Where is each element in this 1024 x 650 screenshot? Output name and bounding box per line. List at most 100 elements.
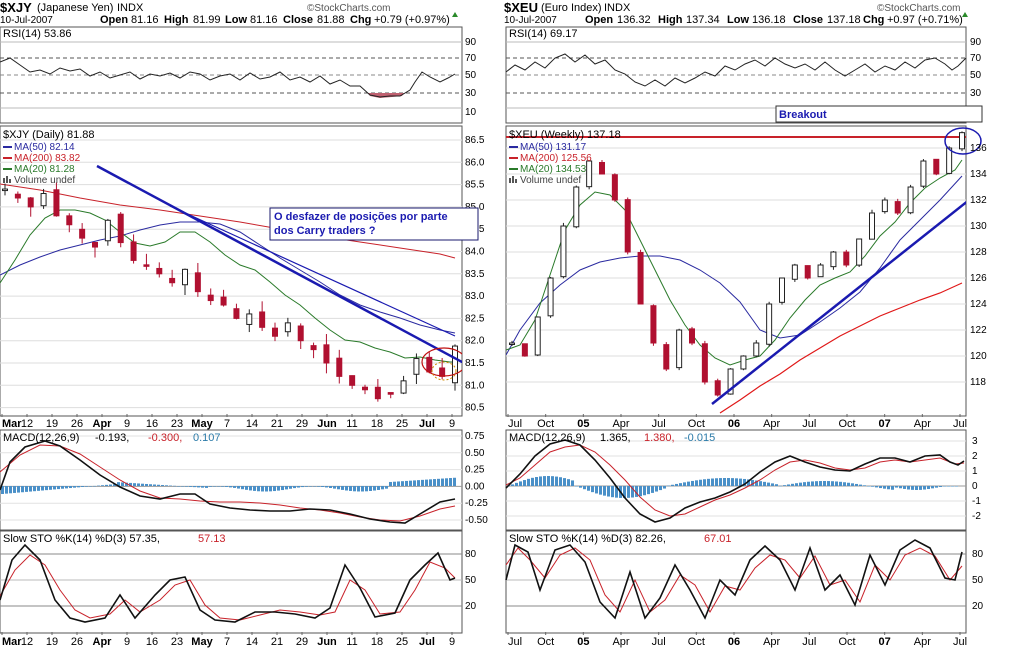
- macd-histogram-bar: [433, 479, 436, 486]
- macd-histogram-bar: [205, 486, 208, 488]
- candle: [920, 160, 927, 187]
- macd-histogram-bar: [903, 486, 906, 489]
- macd-histogram-bar: [871, 486, 874, 487]
- candle: [933, 158, 940, 175]
- price-tick-label: 122: [970, 325, 987, 336]
- x-tick-label: 9: [124, 418, 130, 430]
- macd-histogram-bar: [401, 481, 404, 486]
- macd-histogram-bar: [349, 486, 352, 491]
- macd-histogram-bar: [81, 486, 84, 487]
- x-tick-label: Oct: [688, 418, 705, 430]
- right-x-axis: Jul Oct 05 Apr Jul Oct 06 Apr Jul Oct 07 Apr Jul: [507, 414, 967, 430]
- left-sto-v2: 57.13: [198, 533, 226, 545]
- macd-histogram-bar: [301, 486, 304, 488]
- candle: [779, 277, 785, 303]
- macd-histogram-bar: [875, 486, 878, 488]
- macd-histogram-bar: [1, 486, 4, 494]
- x-tick-label: 26: [71, 418, 83, 430]
- macd-histogram-bar: [321, 486, 324, 487]
- macd-histogram-bar: [377, 486, 380, 490]
- macd-histogram-bar: [867, 486, 870, 487]
- x-tick-label: 19: [46, 418, 58, 430]
- macd-histogram-bar: [369, 486, 372, 491]
- candle: [92, 241, 98, 248]
- macd-histogram-bar: [341, 486, 344, 490]
- x-tick-label: Jul: [508, 636, 522, 648]
- candle: [611, 174, 618, 201]
- right-macd-v1: 1.365,: [600, 432, 631, 444]
- volume-icon: [3, 176, 11, 183]
- price-tick-label: 85.5: [465, 180, 485, 191]
- candle: [143, 264, 150, 267]
- right-chg: +0.97 (+0.71%): [887, 14, 963, 26]
- macd-histogram-bar: [951, 486, 954, 487]
- macd-histogram-bar: [763, 481, 766, 486]
- up-arrow-icon: [452, 12, 458, 17]
- rsi-tick: 30: [465, 88, 477, 99]
- macd-histogram-bar: [787, 484, 790, 486]
- macd-tick-label: -0.50: [465, 515, 488, 526]
- left-sto-panel: [0, 530, 463, 634]
- macd-histogram-bar: [261, 486, 264, 492]
- macd-histogram-bar: [33, 486, 36, 492]
- x-tick-label: 29: [296, 636, 308, 648]
- candle: [534, 316, 541, 356]
- right-high: 137.34: [686, 14, 720, 26]
- candle: [207, 294, 214, 302]
- left-low-label: Low: [225, 14, 247, 26]
- macd-histogram-bar: [623, 486, 626, 498]
- macd-histogram-bar: [157, 484, 160, 486]
- candle: [426, 356, 433, 373]
- right-high-label: High: [658, 14, 683, 26]
- right-legend-volume: Volume undef: [520, 175, 581, 186]
- right-legend-ma200: MA(200) 125.56: [520, 153, 592, 164]
- right-macd-signal: [505, 444, 965, 517]
- x-tick-label: May: [191, 418, 213, 430]
- right-legend-ma50: MA(50) 131.17: [520, 142, 587, 153]
- right-name: (Euro Index): [541, 2, 602, 14]
- sto-tick: 50: [972, 575, 984, 586]
- right-site-label: ©StockCharts.com: [877, 3, 961, 14]
- macd-histogram-bar: [791, 483, 794, 486]
- left-macd-panel: [0, 429, 463, 531]
- left-x-axis: Mar 12 19 26 Apr 9 16 23 May 7 14 21 29 Jun 11 18 25 Jul 9: [1, 414, 455, 430]
- macd-histogram-bar: [121, 482, 124, 486]
- macd-histogram-bar: [727, 478, 730, 486]
- macd-histogram-bar: [771, 483, 774, 486]
- x-tick-label: 14: [246, 418, 258, 430]
- candle: [53, 189, 60, 217]
- macd-histogram-bar: [409, 480, 412, 486]
- candle: [547, 277, 554, 317]
- left-name: (Japanese Yen): [37, 2, 113, 14]
- macd-histogram-bar: [441, 478, 444, 486]
- macd-histogram-bar: [273, 486, 276, 492]
- x-tick-label: 21: [271, 636, 283, 648]
- candle: [676, 329, 683, 369]
- macd-histogram-bar: [317, 486, 320, 487]
- macd-histogram-bar: [309, 486, 312, 487]
- x-tick-label: 06: [728, 418, 740, 430]
- right-x-axis-bottom: Jul Oct 05 Apr Jul Oct 06 Apr Jul Oct 07 Apr Jul: [507, 632, 967, 648]
- left-high-label: High: [164, 14, 189, 26]
- rsi-tick: 50: [970, 70, 982, 81]
- left-close: 81.88: [317, 14, 345, 26]
- macd-histogram-bar: [253, 486, 256, 491]
- macd-histogram-bar: [743, 478, 746, 486]
- macd-histogram-bar: [911, 486, 914, 490]
- price-tick-label: 124: [970, 299, 987, 310]
- macd-histogram-bar: [511, 484, 514, 486]
- candle: [727, 368, 734, 395]
- macd-histogram-bar: [209, 486, 212, 487]
- macd-histogram-bar: [915, 486, 918, 490]
- x-tick-label: Apr: [93, 636, 113, 648]
- x-tick-label: 21: [271, 418, 283, 430]
- price-tick-label: 84.0: [465, 247, 485, 258]
- macd-histogram-bar: [547, 476, 550, 486]
- candle: [387, 392, 394, 395]
- macd-histogram-bar: [93, 485, 96, 487]
- macd-histogram-bar: [49, 486, 52, 490]
- macd-histogram-bar: [895, 486, 898, 488]
- left-sto-label: Slow STO %K(14) %D(3) 57.35,: [3, 533, 160, 545]
- macd-histogram-bar: [683, 482, 686, 486]
- left-legend-ma20: MA(20) 81.28: [14, 164, 75, 175]
